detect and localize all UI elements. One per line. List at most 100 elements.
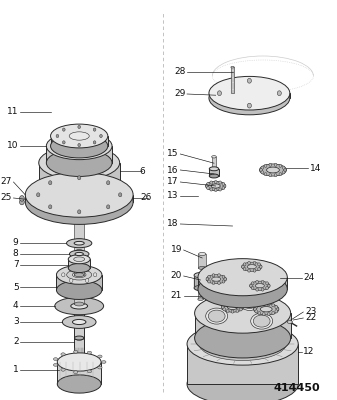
Ellipse shape [69, 132, 89, 140]
Ellipse shape [46, 149, 112, 176]
Bar [74, 243, 84, 252]
Circle shape [282, 166, 285, 169]
Circle shape [69, 278, 73, 282]
Text: 28: 28 [174, 68, 185, 76]
Circle shape [276, 308, 279, 311]
Circle shape [258, 263, 261, 266]
Text: 8: 8 [13, 250, 19, 258]
Circle shape [269, 174, 272, 177]
Circle shape [275, 310, 278, 313]
Circle shape [248, 261, 250, 264]
Circle shape [261, 171, 264, 174]
Circle shape [218, 281, 220, 284]
Ellipse shape [73, 371, 78, 374]
Ellipse shape [68, 264, 90, 272]
Circle shape [93, 128, 96, 131]
Ellipse shape [194, 272, 207, 278]
Ellipse shape [53, 358, 58, 360]
Circle shape [243, 268, 246, 271]
Ellipse shape [51, 124, 108, 148]
Ellipse shape [198, 252, 206, 256]
Text: 414450: 414450 [273, 383, 320, 393]
Ellipse shape [211, 184, 220, 188]
Ellipse shape [75, 252, 84, 256]
Ellipse shape [198, 271, 287, 308]
Circle shape [119, 193, 122, 197]
Circle shape [223, 308, 225, 311]
Circle shape [93, 273, 97, 277]
Circle shape [210, 181, 213, 184]
Ellipse shape [69, 250, 89, 258]
Bar [198, 288, 203, 299]
Bar [74, 268, 84, 275]
Ellipse shape [39, 146, 120, 180]
Circle shape [251, 286, 254, 290]
Circle shape [223, 304, 225, 307]
Circle shape [263, 312, 265, 316]
Ellipse shape [74, 273, 84, 277]
Circle shape [212, 274, 215, 277]
Ellipse shape [39, 178, 120, 212]
Circle shape [275, 306, 278, 309]
Ellipse shape [72, 320, 86, 324]
Ellipse shape [261, 306, 272, 312]
Text: 13: 13 [167, 192, 179, 200]
Bar [74, 200, 84, 241]
Ellipse shape [242, 262, 262, 271]
Circle shape [231, 301, 234, 304]
Circle shape [208, 275, 210, 278]
Text: 2: 2 [13, 338, 19, 346]
Bar [25, 195, 133, 202]
Ellipse shape [198, 266, 206, 270]
Circle shape [247, 103, 251, 108]
Ellipse shape [56, 280, 102, 300]
Ellipse shape [71, 303, 88, 309]
Ellipse shape [57, 375, 101, 393]
Circle shape [222, 182, 225, 186]
Ellipse shape [74, 241, 84, 245]
Circle shape [260, 168, 263, 172]
Circle shape [258, 268, 261, 271]
Ellipse shape [87, 351, 92, 354]
Circle shape [251, 282, 254, 285]
Text: 18: 18 [167, 220, 179, 228]
Ellipse shape [72, 272, 86, 278]
Circle shape [214, 180, 217, 184]
Circle shape [212, 281, 215, 284]
Text: 25: 25 [0, 194, 12, 202]
Text: 12: 12 [303, 348, 315, 356]
Circle shape [263, 303, 265, 306]
Circle shape [266, 282, 268, 285]
Circle shape [242, 265, 244, 268]
Circle shape [255, 306, 257, 309]
Text: 21: 21 [171, 292, 182, 300]
Circle shape [101, 144, 104, 148]
Circle shape [243, 263, 246, 266]
Ellipse shape [259, 164, 286, 176]
Circle shape [268, 284, 270, 287]
Circle shape [221, 306, 224, 309]
Ellipse shape [61, 368, 65, 371]
Ellipse shape [102, 361, 106, 363]
Circle shape [236, 309, 239, 312]
Text: 3: 3 [13, 318, 19, 326]
Circle shape [279, 172, 282, 176]
Bar [74, 254, 84, 259]
Text: 6: 6 [139, 167, 145, 176]
Ellipse shape [241, 296, 258, 308]
Text: 17: 17 [167, 178, 179, 186]
Bar [39, 163, 120, 195]
Ellipse shape [87, 370, 92, 373]
Circle shape [62, 273, 65, 277]
Ellipse shape [61, 353, 65, 356]
Circle shape [219, 181, 221, 184]
Text: 19: 19 [171, 246, 182, 254]
Ellipse shape [74, 198, 84, 202]
Text: 4: 4 [13, 302, 19, 310]
Bar [209, 93, 290, 98]
Circle shape [253, 269, 256, 272]
Ellipse shape [53, 364, 58, 366]
Circle shape [256, 288, 258, 291]
Ellipse shape [227, 305, 238, 310]
Text: 20: 20 [171, 272, 182, 280]
